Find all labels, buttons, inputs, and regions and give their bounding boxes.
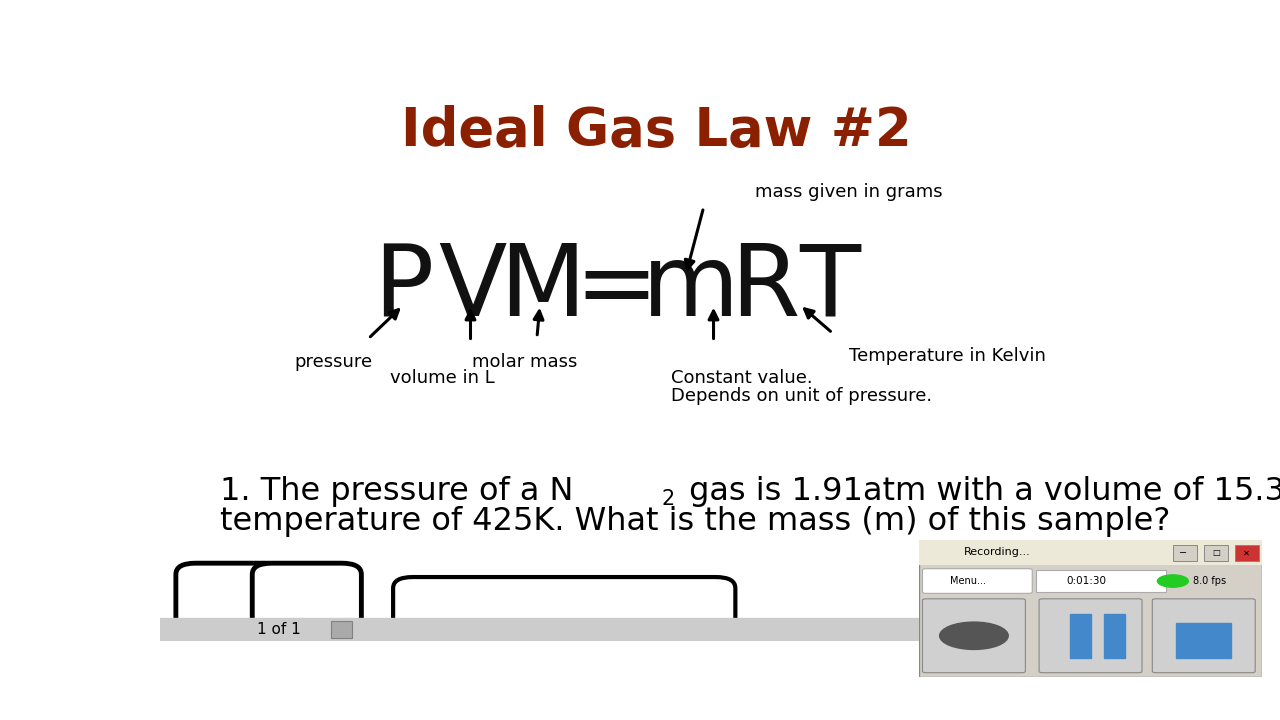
Text: 2: 2 bbox=[662, 490, 675, 510]
FancyBboxPatch shape bbox=[923, 599, 1025, 672]
Bar bbox=[1203, 546, 1228, 560]
Text: V: V bbox=[438, 240, 507, 337]
Circle shape bbox=[1157, 575, 1188, 588]
Text: pressure: pressure bbox=[294, 353, 372, 371]
FancyBboxPatch shape bbox=[1039, 599, 1142, 672]
Text: temperature of 425K. What is the mass (m) of this sample?: temperature of 425K. What is the mass (m… bbox=[220, 506, 1170, 537]
Text: ✕: ✕ bbox=[1243, 549, 1251, 557]
Text: □: □ bbox=[1212, 549, 1220, 557]
Text: molar mass: molar mass bbox=[472, 353, 577, 371]
FancyBboxPatch shape bbox=[393, 624, 735, 688]
Text: 1 of 1: 1 of 1 bbox=[257, 621, 301, 636]
Text: Menu...: Menu... bbox=[950, 576, 986, 586]
Text: Ideal Gas Law #2: Ideal Gas Law #2 bbox=[401, 104, 911, 157]
Text: M: M bbox=[499, 240, 585, 337]
Bar bbox=[160, 618, 1152, 641]
Text: Temperature in Kelvin: Temperature in Kelvin bbox=[850, 347, 1046, 365]
Bar bbox=[1172, 546, 1197, 560]
Text: Depends on unit of pressure.: Depends on unit of pressure. bbox=[671, 387, 932, 405]
Bar bbox=[1070, 614, 1091, 657]
Text: −: − bbox=[1179, 548, 1188, 558]
Text: mass given in grams: mass given in grams bbox=[755, 183, 943, 201]
Bar bbox=[1235, 546, 1258, 560]
Text: =: = bbox=[575, 240, 658, 337]
Text: Constant value.: Constant value. bbox=[671, 369, 813, 387]
Bar bbox=[1176, 624, 1231, 657]
Bar bbox=[1036, 570, 1166, 592]
FancyBboxPatch shape bbox=[252, 563, 361, 688]
Text: Recording...: Recording... bbox=[964, 547, 1030, 557]
Bar bbox=[919, 540, 1262, 564]
FancyBboxPatch shape bbox=[175, 563, 285, 688]
Text: 1. The pressure of a N: 1. The pressure of a N bbox=[220, 476, 573, 507]
Text: 8.0 fps: 8.0 fps bbox=[1193, 576, 1226, 586]
FancyBboxPatch shape bbox=[923, 569, 1032, 593]
Bar bbox=[1105, 614, 1125, 657]
Bar bbox=[330, 621, 352, 638]
Text: T: T bbox=[799, 240, 860, 337]
Text: 0:01:30: 0:01:30 bbox=[1066, 576, 1106, 586]
Circle shape bbox=[940, 622, 1009, 649]
Text: R: R bbox=[731, 240, 800, 337]
Text: gas is 1.91atm with a volume of 15.36L and a: gas is 1.91atm with a volume of 15.36L a… bbox=[678, 476, 1280, 507]
Text: m: m bbox=[643, 240, 740, 337]
FancyBboxPatch shape bbox=[393, 577, 735, 641]
FancyBboxPatch shape bbox=[1152, 599, 1256, 672]
Text: volume in L: volume in L bbox=[390, 369, 495, 387]
Text: P: P bbox=[372, 240, 433, 337]
